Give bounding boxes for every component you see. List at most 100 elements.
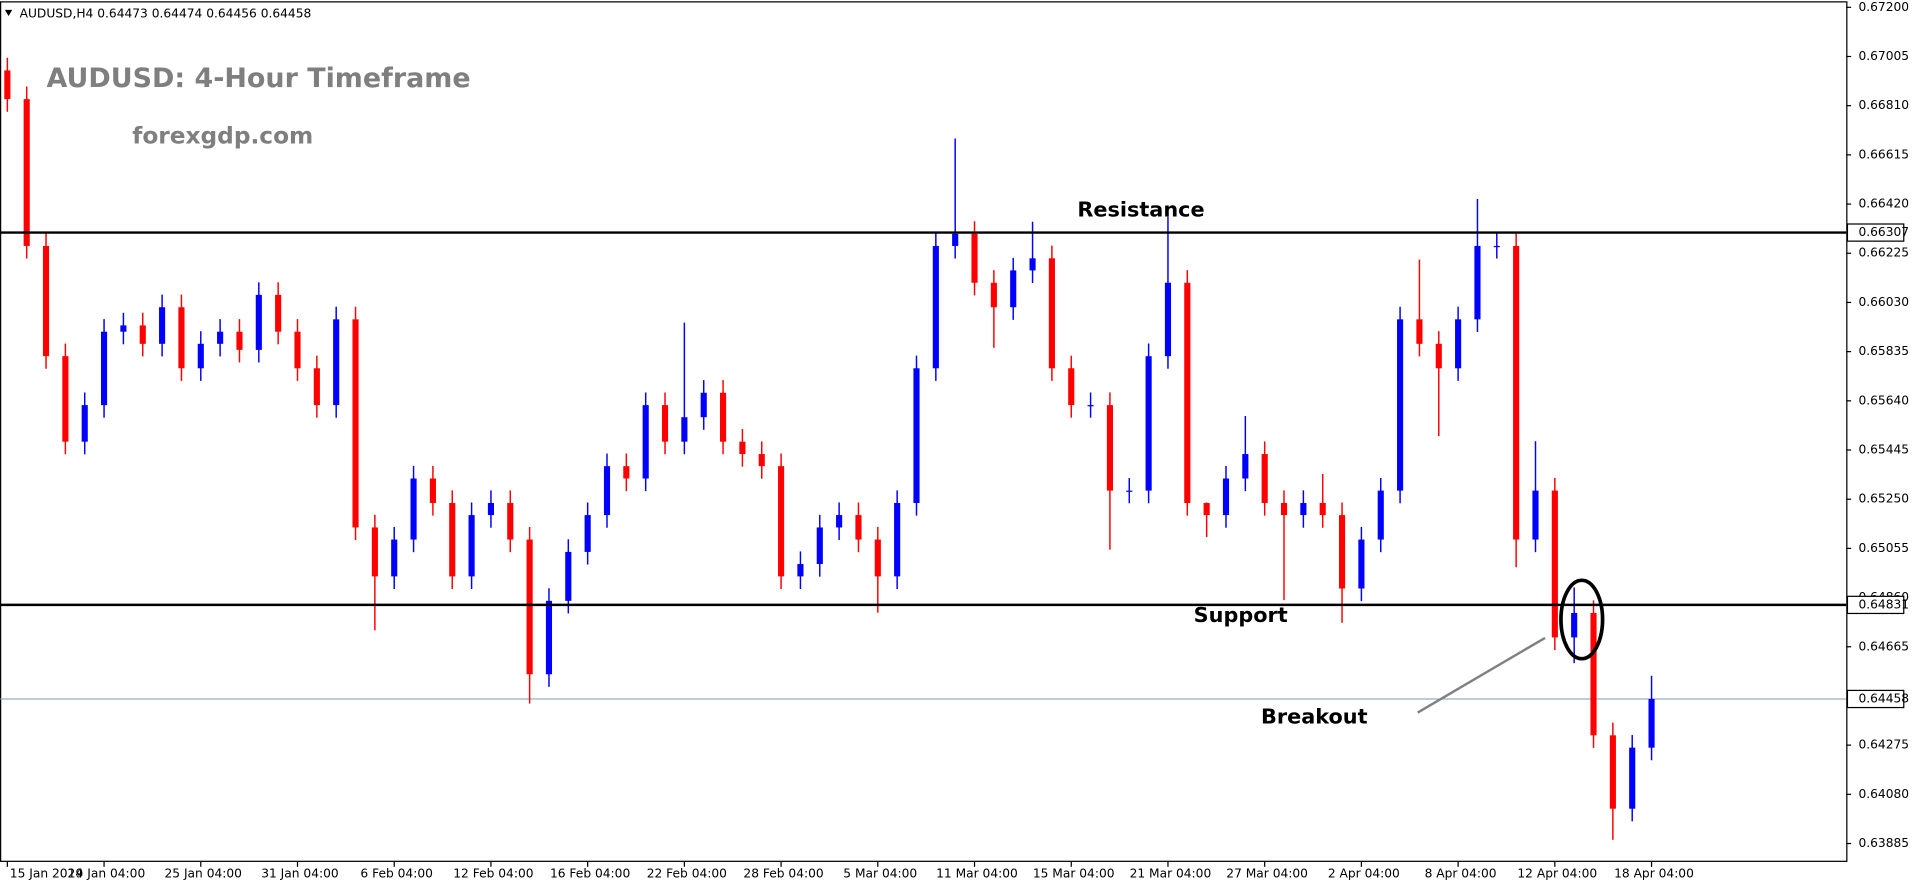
candle-body (410, 478, 417, 540)
x-tick-label: 6 Feb 04:00 (360, 867, 432, 881)
candle-body (1300, 502, 1307, 516)
candle-body (1242, 454, 1249, 479)
candle-body (797, 564, 804, 577)
candle-body (1068, 368, 1075, 406)
y-tick-label: 0.66615 (1858, 147, 1909, 161)
level-price-label: 0.64831 (1858, 597, 1909, 611)
candle-body (178, 307, 185, 369)
x-tick-label: 12 Feb 04:00 (453, 867, 533, 881)
breakout-arrow (1417, 636, 1546, 714)
candle-body (352, 319, 359, 528)
chart-title: AUDUSD: 4-Hour Timeframe (47, 63, 471, 94)
candle-body (217, 331, 224, 344)
x-tick-label: 5 Mar 04:00 (843, 867, 917, 881)
x-tick-label: 12 Apr 04:00 (1517, 867, 1597, 881)
x-tick-label: 21 Mar 04:00 (1130, 867, 1212, 881)
candle-body (719, 392, 727, 442)
level-price-box (1846, 223, 1905, 242)
menu-arrow[interactable] (4, 9, 13, 16)
candle-body (255, 294, 262, 350)
candle-body (1319, 502, 1326, 516)
x-tick-label: 8 Apr 04:00 (1425, 867, 1497, 881)
candle-body (565, 551, 572, 601)
y-tick-label: 0.63885 (1858, 836, 1909, 850)
quote-close: 0.64458 (261, 6, 312, 20)
candle-body (874, 539, 881, 577)
candle-body (661, 405, 669, 442)
x-tick-label: 27 Mar 04:00 (1226, 867, 1308, 881)
candle-body (739, 441, 746, 455)
x-tick-label: 31 Jan 04:00 (261, 867, 338, 881)
candle-body (507, 502, 514, 540)
level-price-label: 0.66307 (1858, 225, 1909, 239)
candle-body (700, 392, 707, 418)
candle-body (1280, 502, 1288, 516)
candle-body (101, 331, 108, 406)
candle-body (1397, 319, 1404, 491)
candle-body (236, 331, 243, 350)
candle-body (429, 478, 436, 503)
candle-body (1377, 490, 1384, 540)
x-tick-label: 15 Jan 2024 (10, 867, 84, 881)
breakout-circle (1559, 578, 1605, 661)
candle-body (1087, 405, 1094, 407)
candle-body (1435, 343, 1442, 369)
candle-body (1010, 270, 1017, 308)
y-tick-label: 0.66225 (1858, 246, 1909, 260)
quote-header: AUDUSD,H4 0.64473 0.64474 0.64456 0.6445… (20, 6, 312, 20)
candle-body (1029, 258, 1036, 271)
x-tick-label: 25 Jan 04:00 (164, 867, 241, 881)
level-price-box (1846, 595, 1905, 615)
candle-body (971, 233, 978, 283)
candle-body (623, 466, 630, 479)
y-tick-label: 0.64080 (1858, 787, 1909, 801)
candle-body (1184, 282, 1191, 503)
candle-body (449, 502, 456, 577)
x-tick-label: 2 Apr 04:00 (1328, 867, 1400, 881)
candle-body (1416, 319, 1423, 344)
candle-body (120, 325, 127, 332)
x-tick-label: 18 Apr 04:00 (1614, 867, 1694, 881)
candle-body (23, 99, 30, 246)
candle-body (1551, 490, 1558, 638)
candle-body (816, 527, 823, 565)
last-price-label: 0.64458 (1858, 691, 1909, 705)
candle-body (81, 405, 88, 442)
resistance-label: Resistance (1077, 198, 1204, 222)
x-tick-label: 11 Mar 04:00 (936, 867, 1018, 881)
y-tick-label: 0.65835 (1858, 344, 1909, 358)
candle-body (1261, 454, 1268, 503)
candle-body (1358, 539, 1365, 589)
symbol: AUDUSD,H4 (20, 6, 94, 20)
candle-body (584, 515, 591, 552)
x-tick-label: 15 Mar 04:00 (1033, 867, 1115, 881)
candle-body (855, 515, 862, 540)
y-tick-label: 0.64275 (1858, 738, 1909, 752)
y-tick-label: 0.66810 (1858, 98, 1909, 112)
candle-body (197, 343, 204, 369)
candle-body (294, 331, 301, 369)
last-price-box (1846, 689, 1905, 709)
x-tick-label: 28 Feb 04:00 (743, 867, 823, 881)
candle-body (603, 466, 611, 516)
plot-frame (0, 1, 1848, 862)
y-tick-label: 0.66420 (1858, 197, 1909, 211)
support-label: Support (1194, 603, 1288, 627)
candle-body (1145, 356, 1152, 491)
candle-body (913, 368, 920, 503)
candle-body (1629, 747, 1636, 809)
candle-body (1164, 282, 1172, 357)
candle-body (62, 356, 69, 442)
x-tick-label: 16 Feb 04:00 (550, 867, 630, 881)
candle-body (1474, 245, 1481, 320)
candle-body (1493, 245, 1500, 248)
candle-body (4, 70, 11, 100)
candle-body (313, 368, 320, 406)
x-tick-label: 19 Jan 04:00 (68, 867, 145, 881)
candle-body (526, 539, 533, 675)
candle-body (371, 527, 378, 577)
y-tick-label: 0.65640 (1858, 393, 1909, 407)
candle-body (1126, 490, 1133, 492)
